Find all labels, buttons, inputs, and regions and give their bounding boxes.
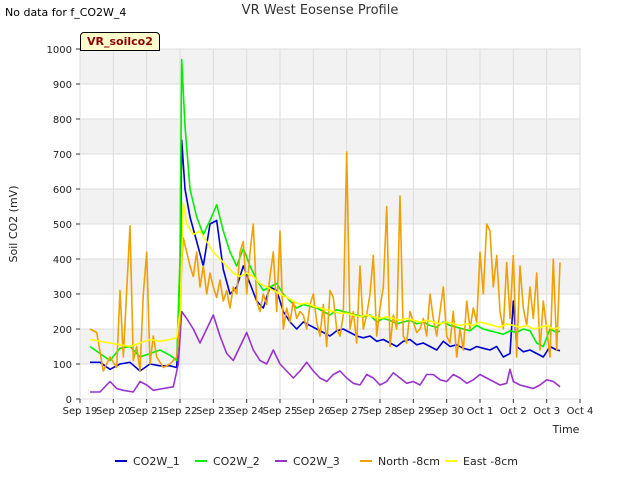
y-tick-label: 700 — [53, 150, 72, 161]
chart-title: VR West Eosense Profile — [241, 3, 399, 18]
x-tick-label: Sep 26 — [296, 406, 331, 417]
x-tick-label: Sep 28 — [363, 406, 398, 417]
series-line-east-8cm — [89, 202, 561, 348]
series-line-north-8cm — [89, 151, 561, 372]
y-tick-label: 200 — [53, 325, 72, 336]
y-tick-label: 300 — [53, 290, 72, 301]
legend: CO2W_1 CO2W_2 CO2W_3 North -8cm East -8cm — [115, 455, 518, 468]
y-tick-label: 0 — [66, 395, 72, 406]
y-axis-label: Soil CO2 (mV) — [7, 186, 20, 263]
x-tick-label: Sep 25 — [263, 406, 298, 417]
series-lines — [89, 58, 561, 393]
x-tick-label: Sep 24 — [229, 406, 264, 417]
y-tick-label: 1000 — [47, 45, 72, 56]
no-data-note: No data for f_CO2W_4 — [5, 6, 127, 19]
y-tick-label: 500 — [53, 220, 72, 231]
x-tick-label: Sep 23 — [196, 406, 231, 417]
legend-label: CO2W_3 — [293, 455, 340, 468]
x-tick-label: Sep 20 — [96, 406, 131, 417]
plot-band — [80, 189, 580, 224]
legend-label: CO2W_2 — [213, 455, 260, 468]
y-tick-label: 400 — [53, 255, 72, 266]
x-tick-label: Sep 29 — [396, 406, 431, 417]
x-tick-label: Oct 3 — [533, 406, 560, 417]
series-line-co2w-2 — [89, 58, 561, 362]
plot-bands — [80, 49, 580, 399]
plot-band — [80, 119, 580, 154]
x-tick-label: Oct 4 — [567, 406, 594, 417]
plot-band — [80, 49, 580, 84]
x-tick-label: Oct 2 — [500, 406, 527, 417]
series-line-co2w-3 — [90, 310, 561, 393]
x-tick-label: Sep 19 — [63, 406, 98, 417]
y-tick-label: 600 — [53, 185, 72, 196]
legend-label: East -8cm — [463, 455, 518, 468]
y-tick-label: 100 — [53, 360, 72, 371]
y-tick-label: 800 — [53, 115, 72, 126]
legend-label: North -8cm — [378, 455, 440, 468]
x-tick-label: Oct 1 — [467, 406, 494, 417]
y-axis: 0 100 200 300 400 500 600 700 800 900 1000 — [47, 45, 80, 406]
x-tick-label: Sep 30 — [429, 406, 464, 417]
x-tick-label: Sep 21 — [129, 406, 164, 417]
site-badge: VR_soilco2 — [80, 32, 160, 51]
x-tick-label: Sep 27 — [329, 406, 364, 417]
x-axis-label: Time — [552, 423, 580, 436]
x-tick-label: Sep 22 — [163, 406, 198, 417]
legend-label: CO2W_1 — [133, 455, 180, 468]
y-tick-label: 900 — [53, 80, 72, 91]
gridlines — [79, 48, 581, 400]
